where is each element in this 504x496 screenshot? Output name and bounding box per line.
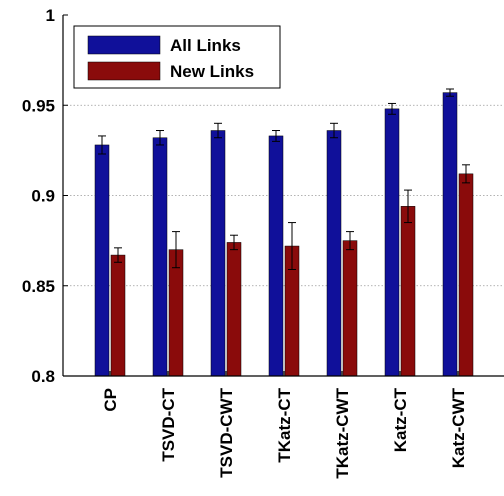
bar-all-links	[384, 108, 400, 377]
x-tick-label: TKatz-CWT	[333, 387, 352, 478]
bar-new-links	[458, 173, 474, 377]
y-tick-label: 1	[46, 6, 55, 25]
legend-swatch	[87, 61, 161, 81]
bar-new-links	[110, 254, 126, 377]
bar-all-links	[326, 130, 342, 377]
x-tick-label: Katz-CWT	[449, 387, 468, 468]
gridlines	[63, 104, 504, 287]
y-tick-label: 0.8	[31, 367, 55, 386]
bar-all-links	[268, 135, 284, 377]
legend-label: All Links	[170, 36, 241, 55]
bar-new-links	[342, 240, 358, 377]
x-tick-label: Katz-CT	[391, 387, 410, 452]
bar-new-links	[168, 249, 184, 377]
legend: All Links New Links	[73, 25, 281, 89]
legend-swatch	[87, 35, 161, 55]
bar-new-links	[226, 242, 242, 377]
bar-all-links	[442, 92, 458, 377]
x-axis-labels: CP TSVD-CT TSVD-CWT TKatz-CT TKatz-CWT Katz-C…	[101, 371, 468, 479]
y-tick-label: 0.9	[31, 187, 55, 206]
bar-all-links	[152, 137, 168, 377]
x-tick-label: TKatz-CT	[275, 387, 294, 462]
y-tick-label: 0.95	[22, 96, 55, 115]
y-axis-ticks: 0.8 0.85 0.9 0.95 1	[22, 6, 68, 386]
bar-new-links	[400, 206, 416, 377]
x-tick-label: TSVD-CWT	[217, 387, 236, 477]
x-tick-label: CP	[101, 388, 120, 412]
bars-group	[94, 88, 474, 377]
legend-label: New Links	[170, 62, 254, 81]
bar-all-links	[94, 144, 110, 377]
x-tick-label: TSVD-CT	[159, 387, 178, 461]
bar-all-links	[210, 130, 226, 377]
y-tick-label: 0.85	[22, 277, 55, 296]
